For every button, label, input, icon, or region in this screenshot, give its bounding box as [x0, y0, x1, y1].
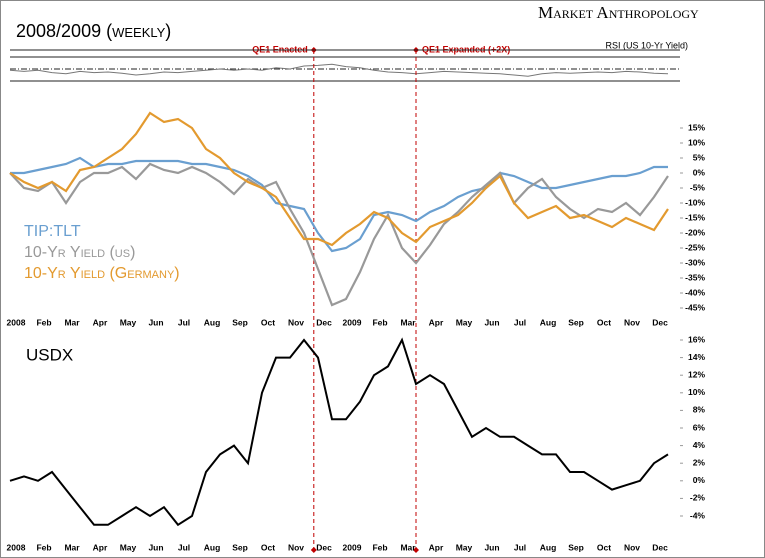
x-tick-label: Sep: [568, 542, 584, 552]
x-tick-label: Mar: [400, 317, 416, 327]
y-tick-label: -45%: [685, 302, 705, 312]
x-tick-label: 2008: [7, 317, 26, 327]
legend-label: 10-Yr Yield (us): [24, 244, 135, 261]
y-tick-label: 5%: [693, 152, 706, 162]
y-tick-label: -4%: [690, 510, 706, 520]
y-tick-label: -35%: [685, 272, 705, 282]
x-tick-label: Sep: [232, 542, 248, 552]
series-line: [9, 337, 669, 527]
series-line: [10, 156, 668, 253]
x-tick-label: May: [456, 542, 473, 552]
x-tick-label: Sep: [568, 317, 584, 327]
y-tick-label: 16%: [688, 334, 705, 344]
qe-label: QE1 Enacted: [252, 44, 308, 54]
x-tick-label: Jun: [148, 317, 163, 327]
y-tick-label: 2%: [693, 457, 706, 467]
x-tick-label: Aug: [540, 542, 557, 552]
y-tick-label: -30%: [685, 257, 705, 267]
x-tick-label: Dec: [316, 317, 332, 327]
x-tick-label: Apr: [429, 542, 444, 552]
x-tick-label: Aug: [204, 317, 221, 327]
qe-diamond: [413, 547, 419, 553]
x-tick-label: Jun: [484, 317, 499, 327]
brand: Market Anthropology: [538, 3, 699, 22]
x-tick-label: Jul: [178, 542, 190, 552]
legend-label: USDX: [26, 345, 73, 364]
y-tick-label: -5%: [690, 182, 706, 192]
x-tick-label: Aug: [540, 317, 557, 327]
x-tick-label: Dec: [652, 317, 668, 327]
page-title: 2008/2009 (weekly): [16, 21, 171, 41]
panel-title: RSI (US 10-Yr Yield): [605, 40, 688, 50]
series-line: [9, 111, 669, 247]
x-tick-label: Nov: [624, 317, 640, 327]
x-tick-label: 2008: [7, 542, 26, 552]
x-tick-label: Oct: [261, 542, 275, 552]
legend-label: TIP:TLT: [24, 223, 81, 240]
x-tick-label: Oct: [597, 317, 611, 327]
x-tick-label: Nov: [288, 317, 304, 327]
x-tick-label: Mar: [64, 317, 80, 327]
x-tick-label: Mar: [400, 542, 416, 552]
y-tick-label: 10%: [688, 137, 705, 147]
rsi-line: [9, 63, 669, 77]
x-tick-label: Dec: [316, 542, 332, 552]
x-tick-label: May: [456, 317, 473, 327]
y-tick-label: 12%: [688, 369, 705, 379]
y-tick-label: 10%: [688, 387, 705, 397]
x-tick-label: Nov: [288, 542, 304, 552]
x-tick-label: Jul: [178, 317, 190, 327]
x-tick-label: Mar: [64, 542, 80, 552]
y-tick-label: 15%: [688, 122, 705, 132]
x-tick-label: Jun: [148, 542, 163, 552]
y-tick-label: 6%: [693, 422, 706, 432]
y-tick-label: 4%: [693, 440, 706, 450]
x-tick-label: May: [120, 542, 137, 552]
x-tick-label: Jul: [514, 542, 526, 552]
x-tick-label: 2009: [343, 317, 362, 327]
y-tick-label: 8%: [693, 405, 706, 415]
x-tick-label: Jun: [484, 542, 499, 552]
x-tick-label: Dec: [652, 542, 668, 552]
x-tick-label: Sep: [232, 317, 248, 327]
x-tick-label: Feb: [36, 542, 51, 552]
y-tick-label: -25%: [685, 242, 705, 252]
x-tick-label: Apr: [93, 542, 108, 552]
legend-label: 10-Yr Yield (Germany): [24, 265, 180, 282]
x-tick-label: Oct: [597, 542, 611, 552]
x-tick-label: Feb: [372, 317, 387, 327]
x-tick-label: Feb: [36, 317, 51, 327]
x-tick-label: Feb: [372, 542, 387, 552]
x-tick-label: Apr: [429, 317, 444, 327]
y-tick-label: -20%: [685, 227, 705, 237]
x-tick-label: Jul: [514, 317, 526, 327]
y-tick-label: 0%: [693, 475, 706, 485]
qe-label: QE1 Expanded (+2X): [422, 44, 510, 54]
series-line: [9, 162, 669, 307]
x-tick-label: Apr: [93, 317, 108, 327]
x-tick-label: Nov: [624, 542, 640, 552]
y-tick-label: -2%: [690, 493, 706, 503]
x-tick-label: 2009: [343, 542, 362, 552]
x-tick-label: May: [120, 317, 137, 327]
y-tick-label: 0%: [693, 167, 706, 177]
qe-diamond: [310, 547, 317, 553]
x-tick-label: Oct: [261, 317, 275, 327]
y-tick-label: -15%: [685, 212, 705, 222]
y-tick-label: -10%: [685, 197, 705, 207]
y-tick-label: -40%: [685, 287, 705, 297]
x-tick-label: Aug: [204, 542, 221, 552]
y-tick-label: 14%: [688, 352, 705, 362]
